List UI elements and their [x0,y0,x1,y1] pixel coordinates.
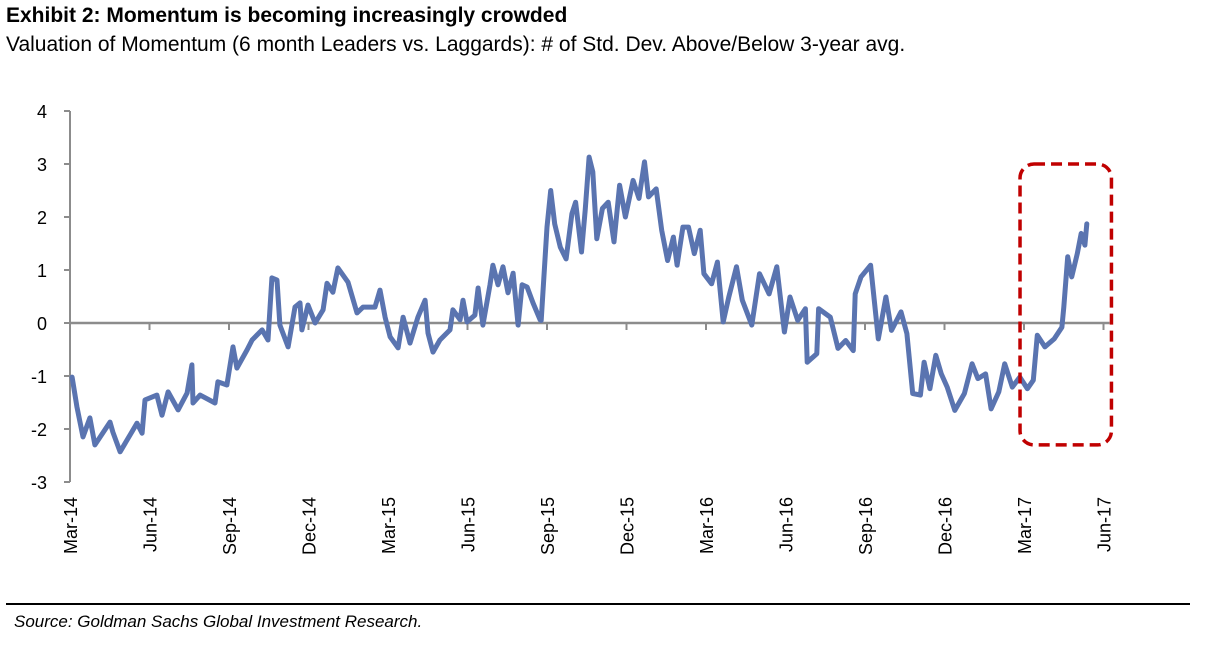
y-tick-label: 4 [37,102,47,122]
x-tick-labels: Mar-14 Jun-14 Sep-14 Dec-14 Mar-15 Jun-15 Sep-… [61,497,1115,555]
x-tick-label: Sep-14 [220,497,240,555]
footer-rule [6,603,1190,605]
y-tick-label: -1 [31,367,47,387]
series-line [69,154,1090,455]
x-tick-label: Jun-16 [777,497,797,552]
source-note: Source: Goldman Sachs Global Investment … [14,612,423,631]
y-tick-label: 2 [37,208,47,228]
x-tick-label: Jun-15 [459,497,479,552]
x-tick-label: Jun-17 [1095,497,1115,552]
y-tick-label: 0 [37,314,47,334]
y-tick-label: 1 [37,261,47,281]
y-tick-labels: 4 3 2 1 0 -1 -2 -3 [31,102,47,493]
y-tick-label: 3 [37,155,47,175]
x-tick-label: Dec-16 [936,497,956,555]
x-tick-label: Mar-16 [697,497,717,554]
x-tick-label: Mar-15 [379,497,399,554]
chart-subtitle: Valuation of Momentum (6 month Leaders v… [6,33,906,56]
x-tick-label: Mar-14 [61,497,81,554]
chart-title: Exhibit 2: Momentum is becoming increasi… [6,4,568,27]
y-tick-label: -3 [31,473,47,493]
x-tick-label: Sep-16 [856,497,876,555]
x-tick-label: Dec-15 [618,497,638,555]
x-tick-label: Dec-14 [300,497,320,555]
x-tick-label: Mar-17 [1015,497,1035,554]
x-tick-label: Sep-15 [538,497,558,555]
highlight-box [1018,162,1114,447]
y-tick-label: -2 [31,420,47,440]
x-tick-label: Jun-14 [141,497,161,552]
